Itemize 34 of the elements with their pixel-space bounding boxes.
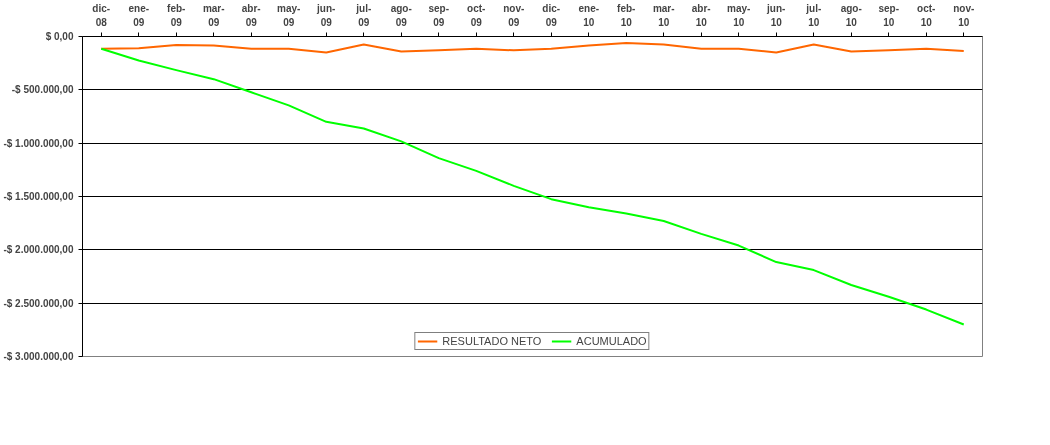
- legend-label: ACUMULADO: [576, 335, 647, 347]
- x-tick-label: nov-10: [953, 3, 975, 28]
- x-tick-label: sep-10: [878, 3, 900, 28]
- y-tick-label: $ 0,00: [45, 31, 74, 42]
- x-tick-label: jul-10: [805, 3, 822, 28]
- y-tick-label: -$ 500.000,00: [11, 84, 74, 96]
- x-tick-label: may-09: [277, 3, 301, 28]
- x-tick-label: abr-09: [241, 3, 261, 28]
- x-tick-label: may-10: [727, 3, 751, 28]
- x-tick-label: dic-09: [542, 3, 561, 28]
- y-tick-label: -$ 3.000.000,00: [3, 350, 74, 362]
- x-tick-label: ago-09: [390, 3, 412, 28]
- x-tick-label: mar-10: [652, 3, 675, 28]
- x-tick-label: feb-10: [617, 3, 636, 28]
- x-tick-label: ene-09: [128, 3, 150, 28]
- x-tick-label: dic-08: [92, 3, 111, 28]
- y-tick-label: -$ 1.500.000,00: [3, 191, 74, 202]
- x-tick-label: ene-10: [578, 3, 600, 28]
- y-tick-label: -$ 2.500.000,00: [3, 297, 74, 309]
- x-tick-label: oct-10: [917, 3, 936, 28]
- x-tick-label: ago-10: [840, 3, 862, 28]
- x-tick-label: sep-09: [428, 3, 450, 28]
- legend-label: RESULTADO NETO: [442, 335, 542, 347]
- line-series: [100, 47, 965, 326]
- x-tick-label: jun-09: [316, 3, 336, 28]
- x-tick-label: nov-09: [503, 3, 525, 28]
- x-tick-label: abr-10: [691, 3, 711, 28]
- y-tick-label: -$ 1.000.000,00: [3, 137, 74, 149]
- x-tick-label: jul-09: [355, 3, 372, 28]
- y-tick-label: -$ 2.000.000,00: [3, 244, 74, 256]
- x-tick-label: feb-09: [167, 3, 186, 28]
- x-tick-label: mar-09: [202, 3, 225, 28]
- x-tick-label: oct-09: [467, 3, 486, 28]
- x-tick-label: jun-10: [766, 3, 786, 28]
